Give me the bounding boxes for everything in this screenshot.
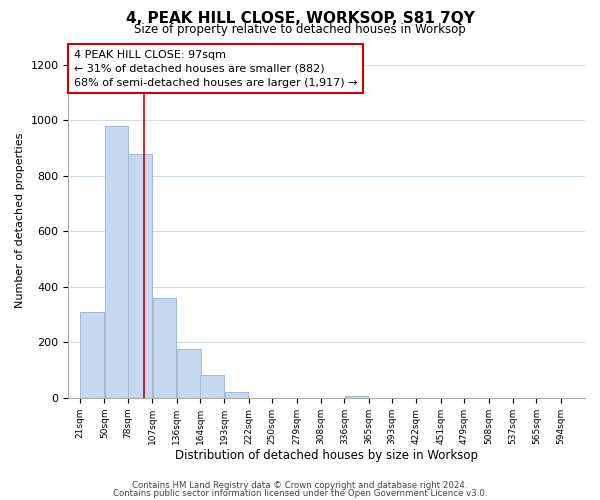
X-axis label: Distribution of detached houses by size in Worksop: Distribution of detached houses by size … bbox=[175, 450, 478, 462]
Text: Contains public sector information licensed under the Open Government Licence v3: Contains public sector information licen… bbox=[113, 488, 487, 498]
Bar bbox=[80, 312, 104, 398]
Bar bbox=[128, 154, 152, 398]
Bar bbox=[225, 392, 248, 398]
Bar bbox=[105, 126, 128, 398]
Bar bbox=[344, 396, 368, 398]
Bar bbox=[200, 375, 224, 398]
Bar bbox=[152, 298, 176, 398]
Text: 4 PEAK HILL CLOSE: 97sqm
← 31% of detached houses are smaller (882)
68% of semi-: 4 PEAK HILL CLOSE: 97sqm ← 31% of detach… bbox=[74, 50, 357, 88]
Text: Contains HM Land Registry data © Crown copyright and database right 2024.: Contains HM Land Registry data © Crown c… bbox=[132, 481, 468, 490]
Y-axis label: Number of detached properties: Number of detached properties bbox=[15, 132, 25, 308]
Text: 4, PEAK HILL CLOSE, WORKSOP, S81 7QY: 4, PEAK HILL CLOSE, WORKSOP, S81 7QY bbox=[125, 11, 475, 26]
Bar bbox=[177, 350, 200, 398]
Text: Size of property relative to detached houses in Worksop: Size of property relative to detached ho… bbox=[134, 22, 466, 36]
